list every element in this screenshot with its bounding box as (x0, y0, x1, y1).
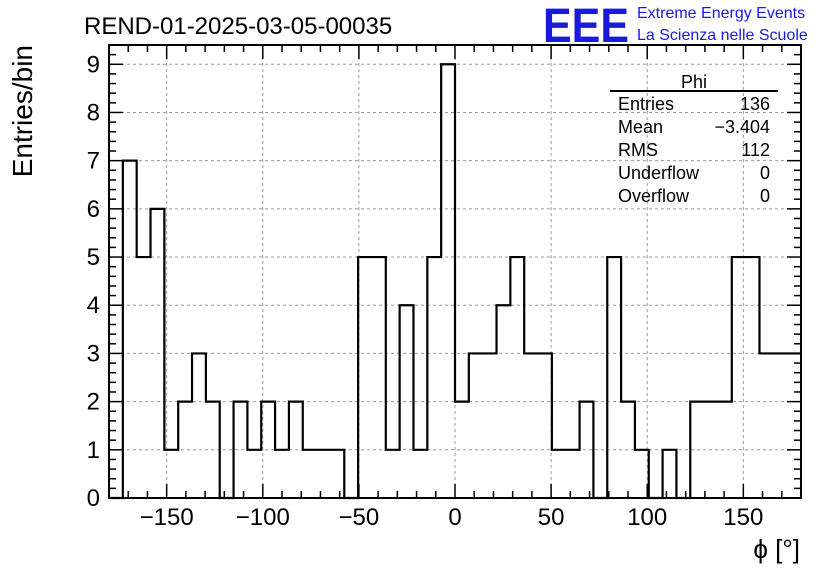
histogram-series (109, 63, 801, 500)
x-tick-label: 150 (723, 504, 763, 531)
histogram-bin (566, 450, 580, 498)
histogram-bin (787, 353, 801, 498)
y-tick-label: 0 (87, 485, 100, 512)
y-tick-label: 2 (87, 389, 100, 416)
histogram-bin (469, 353, 483, 498)
stats-row-label: Mean (618, 117, 663, 137)
stats-row-label: RMS (618, 140, 658, 160)
stats-row-label: Entries (618, 94, 674, 114)
y-tick-label: 1 (87, 437, 100, 464)
x-tick-label: −100 (236, 504, 290, 531)
stats-row-value: 0 (760, 186, 770, 206)
y-tick-label: 5 (87, 244, 100, 271)
x-tick-label: 0 (448, 504, 461, 531)
histogram-bin (206, 402, 220, 498)
stats-row-label: Underflow (618, 163, 700, 183)
histogram-bin (372, 257, 386, 498)
histogram-bin (317, 450, 331, 498)
histogram-bin (510, 257, 524, 498)
x-tick-label: 100 (627, 504, 667, 531)
histogram-bin (497, 305, 511, 498)
histogram-bin (275, 450, 289, 498)
x-tick-label: 50 (538, 504, 565, 531)
histogram-bin (261, 402, 275, 498)
histogram-bin (247, 450, 261, 498)
chart-title: REND-01-2025-03-05-00035 (84, 13, 392, 40)
histogram-bin (192, 353, 206, 498)
stats-box: Phi Entries 136 Mean −3.404 RMS 112 Underflow 0… (610, 72, 778, 206)
histogram-bin (690, 402, 704, 498)
histogram-bin (413, 450, 427, 498)
y-axis-label: Entries/bin (7, 45, 38, 177)
x-tick-label: −50 (339, 504, 380, 531)
histogram-bin (330, 450, 344, 498)
axis-ticks (108, 44, 802, 499)
histogram-bin (386, 450, 400, 498)
y-tick-label: 8 (87, 99, 100, 126)
histogram-bin (151, 209, 165, 498)
stats-row-label: Overflow (618, 186, 690, 206)
histogram-bin (289, 402, 303, 498)
x-axis-label: ϕ [°] (753, 534, 800, 564)
histogram-bin (580, 402, 594, 498)
x-tick-label: −150 (140, 504, 194, 531)
logo-line-2: La Scienza nelle Scuole (637, 27, 808, 44)
stats-row-value: 136 (740, 94, 770, 114)
stats-row-value: 0 (760, 163, 770, 183)
histogram-bin (718, 402, 732, 498)
y-tick-label: 4 (87, 292, 100, 319)
histogram-bin (621, 402, 635, 498)
axis-tick-labels: −150 −100 −50 0 50 100 150 0 1 2 3 4 5 6 7 8 9 (87, 51, 764, 531)
logo-line-1: Extreme Energy Events (637, 5, 805, 22)
histogram-bin (303, 450, 317, 498)
y-tick-label: 7 (87, 148, 100, 175)
histogram-bin (773, 353, 787, 498)
histogram-bin (524, 353, 538, 498)
histogram-bin (663, 450, 677, 498)
eee-logo: EEE Extreme Energy Events La Scienza nel… (543, 0, 808, 53)
stats-row-value: −3.404 (714, 117, 770, 137)
histogram-outline (109, 63, 801, 500)
histogram-bin (427, 257, 441, 498)
histogram-bin (746, 257, 760, 498)
histogram-bin (400, 305, 414, 498)
histogram-bin (483, 353, 497, 498)
grid-lines (109, 45, 801, 498)
histogram-bin (552, 450, 566, 498)
histogram-bin (123, 161, 137, 498)
histogram-bin (234, 402, 248, 498)
histogram-bin (732, 257, 746, 498)
histogram-bin (704, 402, 718, 498)
histogram-bin (441, 64, 455, 498)
histogram-bin (538, 353, 552, 498)
y-tick-label: 9 (87, 51, 100, 78)
stats-box-title: Phi (681, 72, 707, 92)
histogram-bin (137, 257, 151, 498)
y-tick-label: 3 (87, 340, 100, 367)
y-tick-label: 6 (87, 196, 100, 223)
histogram-bin (607, 257, 621, 498)
histogram-bin (759, 353, 773, 498)
histogram-bin (178, 402, 192, 498)
histogram-bin (455, 402, 469, 498)
stats-row-value: 112 (741, 140, 770, 160)
histogram-bin (358, 257, 372, 498)
